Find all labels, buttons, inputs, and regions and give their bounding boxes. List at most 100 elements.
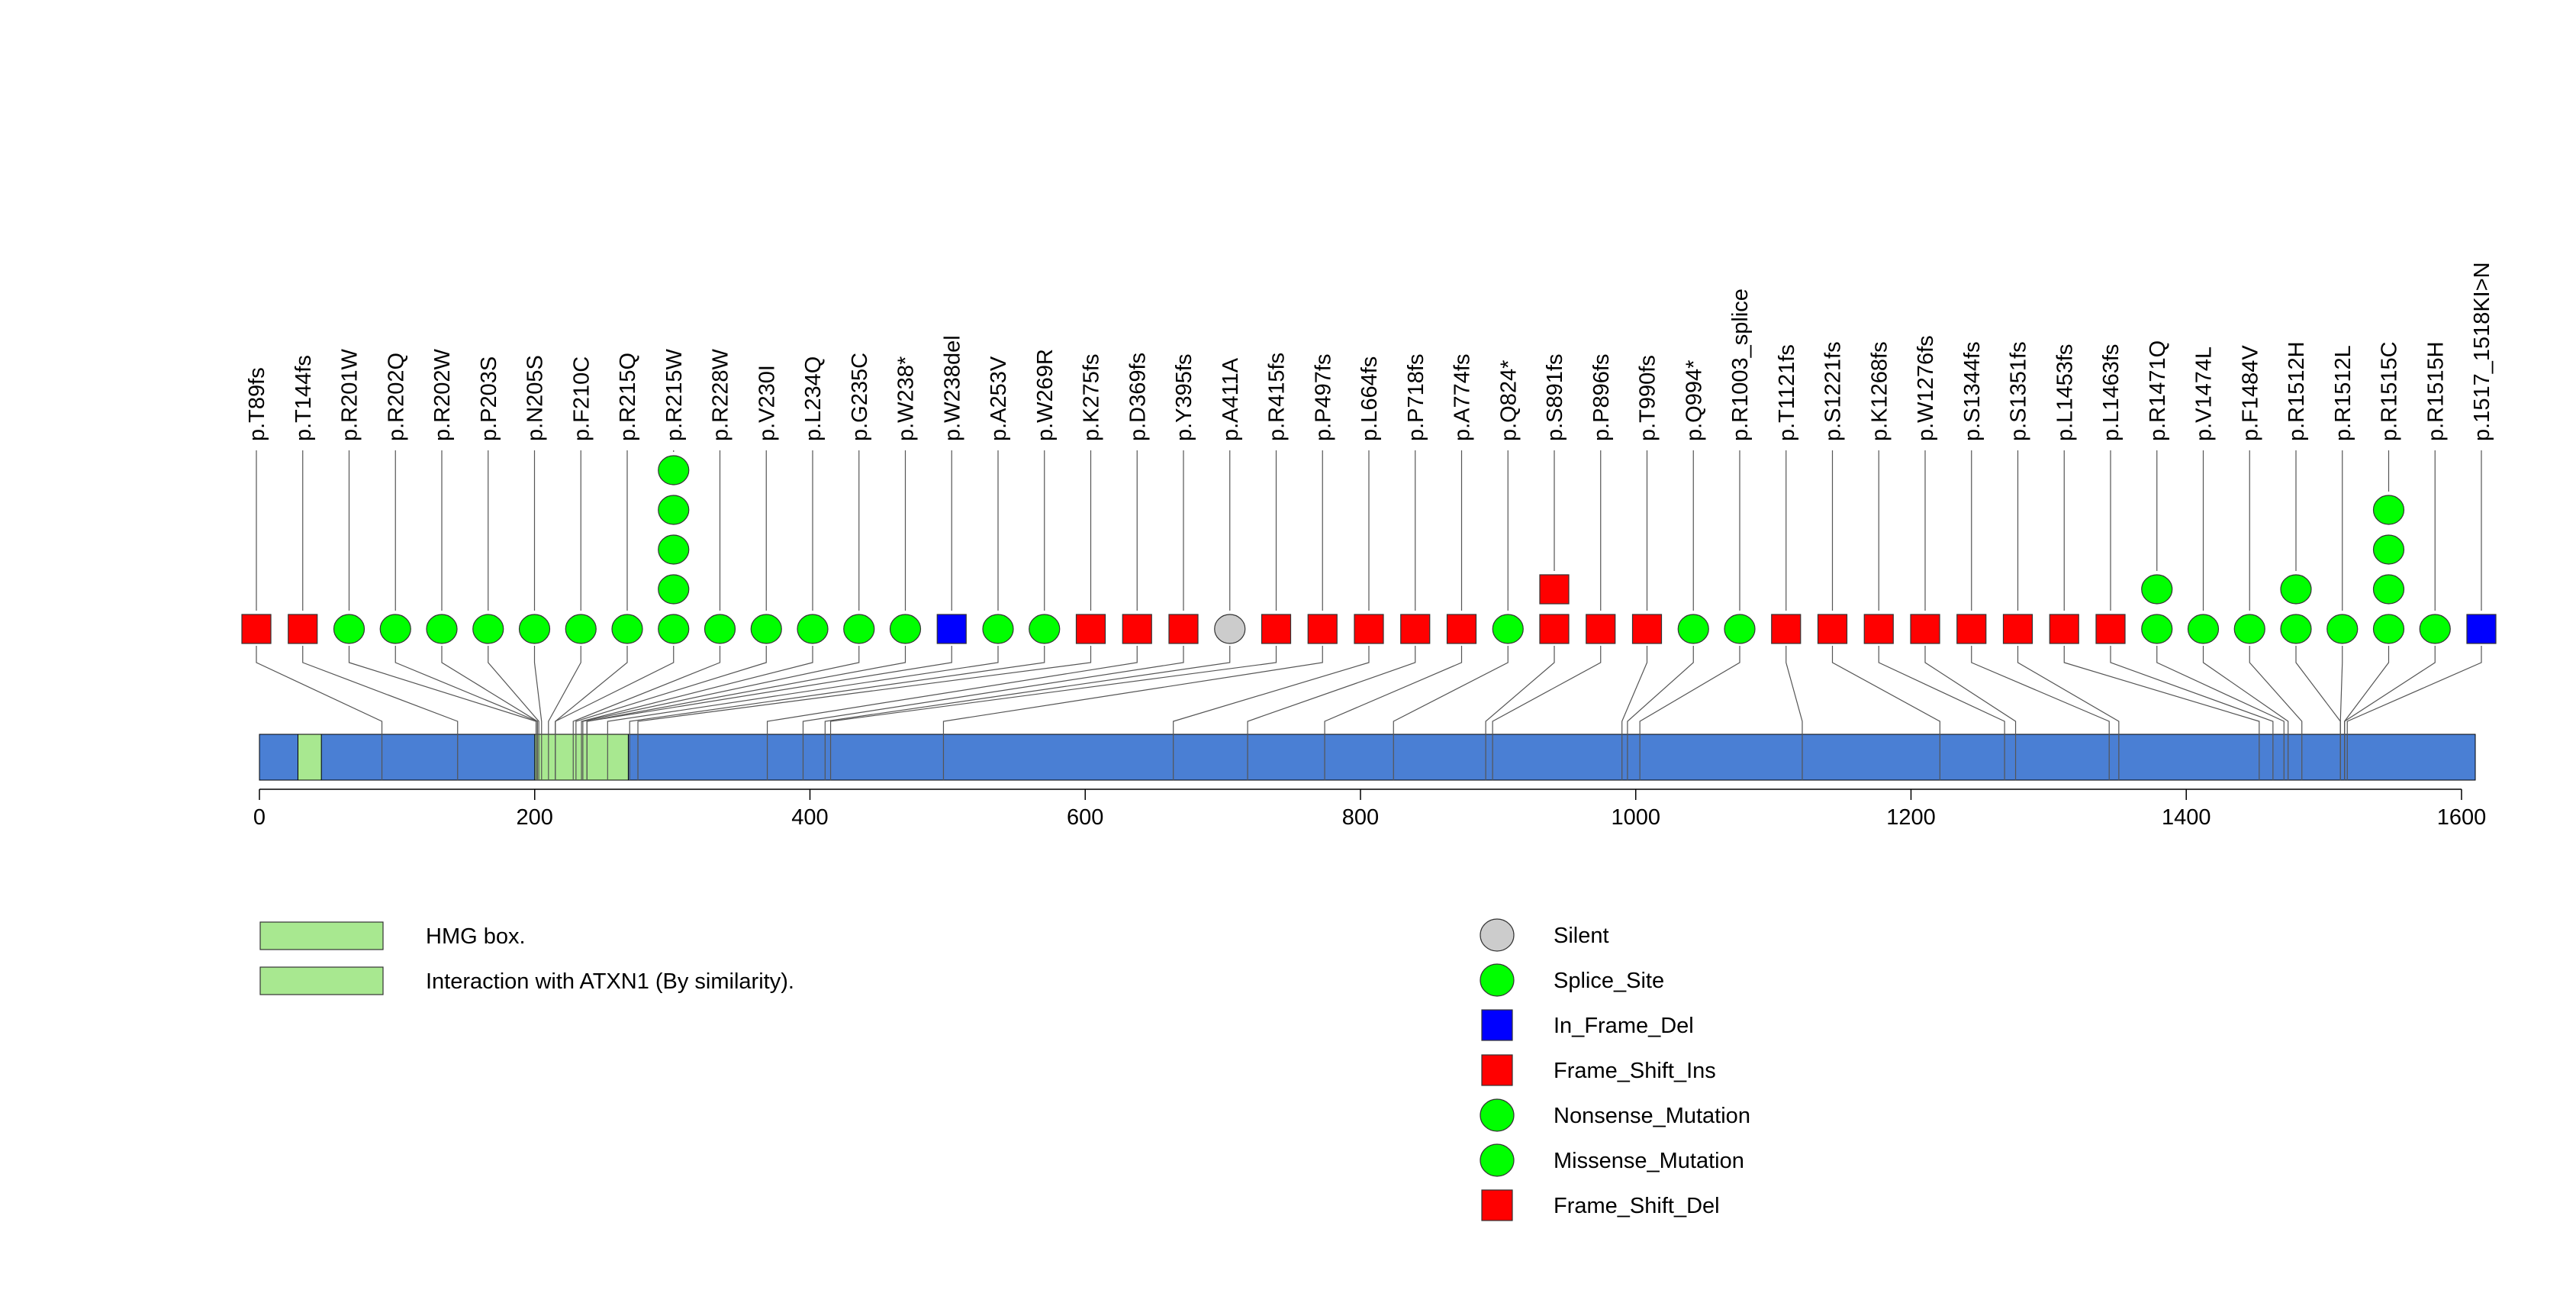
mutation-marker [1261,614,1292,644]
connector-lower [2063,646,2260,780]
mutation-label: p.R215Q [616,353,640,441]
connector-lower [1627,646,1694,780]
domain-legend-label: HMG box. [426,924,526,949]
mutation-label: p.S1344fs [1960,341,1985,441]
connector-lower [548,646,581,780]
connector-lower [629,646,1045,780]
connector-lower [533,646,543,780]
type-legend-label: Splice_Site [1554,969,1664,993]
mutation-label: p.R215W [662,348,687,441]
connector-lower [441,646,538,780]
mutation-label: p.D369fs [1125,353,1150,441]
x-tick-label: 600 [1067,805,1103,830]
mutation-label: p.A253V [987,356,1011,441]
mutation-marker [2326,614,2359,644]
mutation-marker [1956,614,1987,644]
domain-legend-swatch [259,966,384,995]
mutation-marker [2233,614,2265,644]
x-tick-label: 800 [1342,805,1379,830]
mutation-marker [1168,614,1199,644]
connector-lower [637,646,1092,780]
x-tick-label: 400 [791,805,828,830]
mutation-marker [1122,614,1152,644]
mutation-marker [658,495,690,525]
mutation-marker [2372,534,2405,565]
connector-lower [2110,646,2274,780]
mutation-label: p.A411A [1219,357,1243,441]
mutation-label: p.R202Q [384,353,408,441]
protein-bar [259,734,2476,781]
mutation-marker [1492,614,1524,644]
type-legend-label: Frame_Shift_Ins [1554,1059,1716,1083]
mutation-marker [2372,495,2405,525]
connector-lower [942,646,1323,780]
mutation-label: p.L664fs [1357,356,1382,441]
x-tick-label: 1400 [2162,805,2211,830]
type-legend-label: Frame_Shift_Del [1554,1194,1720,1218]
domain-legend-swatch [259,921,384,950]
mutation-marker [2187,614,2220,644]
mutation-label: p.G235C [848,353,872,441]
mutation-label: p.A774fs [1451,354,1475,441]
mutation-marker [658,574,690,605]
mutation-marker [2280,574,2312,605]
type-legend-marker [1481,1054,1513,1086]
mutation-labels: p.T89fs p.T144fs p.R201W p.R202Q p.R202W p.P2… [245,262,2494,441]
mutation-marker [2049,614,2079,644]
type-legend-marker [1480,918,1515,952]
connector-lower [572,646,721,780]
connector-lower [488,646,539,780]
mutation-marker [1400,614,1431,644]
connector-lower [348,646,537,780]
mutation-label: p.R201W [338,348,362,441]
mutation-marker [333,614,365,644]
type-legend-marker [1480,1098,1515,1132]
mutation-marker [379,614,411,644]
mutation-marker [1029,614,1061,644]
mutation-label: p.R1512L [2331,345,2355,441]
mutation-label: p.P497fs [1311,354,1335,441]
mutation-label: p.R1003_splice [1728,289,1753,441]
connector-lower [2344,646,2436,780]
connector-lower [1831,646,1940,780]
mutation-label: p.F210C [569,356,594,441]
mutation-label: p.P203S [477,356,501,441]
connector-lower [1492,646,1602,780]
connector-lower [2339,646,2343,780]
protein-track [259,734,2476,781]
mutation-label: p.T990fs [1636,355,1660,441]
connector-lower [607,646,999,780]
connector-lower [256,646,383,780]
connector-lower [2017,646,2120,780]
mutation-label: p.T89fs [245,367,269,441]
mutation-marker [1724,614,1756,644]
connector-lower [1324,646,1463,780]
mutation-marker [2372,614,2405,644]
mutation-marker [843,614,875,644]
mutation-marker [1771,614,1802,644]
mutation-label: p.P718fs [1404,354,1428,441]
mutation-label: p.V230I [755,365,779,441]
mutation-marker [2141,574,2173,605]
connector-lower [802,646,1184,780]
mutation-marker [1446,614,1477,644]
type-legend-marker [1480,1143,1515,1177]
connector-lower [2249,646,2303,780]
connector-lower [581,646,813,780]
mutation-marker [611,614,643,644]
mutation-marker [2002,614,2033,644]
mutation-marker [1677,614,1709,644]
x-tick-label: 1600 [2437,805,2487,830]
type-legend-label: Nonsense_Mutation [1554,1104,1750,1128]
mutation-marker [982,614,1014,644]
mutation-marker [2466,614,2497,644]
connector-lower [1924,646,2017,780]
mutation-marker [1910,614,1940,644]
mutation-marker [1214,614,1246,644]
mutation-label: p.R202W [430,348,455,441]
mutation-marker [658,614,690,644]
mutation-label: p.K275fs [1080,354,1104,441]
x-axis: 0 200 400 600 800 1000 1200 1400 1600 [253,789,2486,830]
mutation-marker [797,614,829,644]
